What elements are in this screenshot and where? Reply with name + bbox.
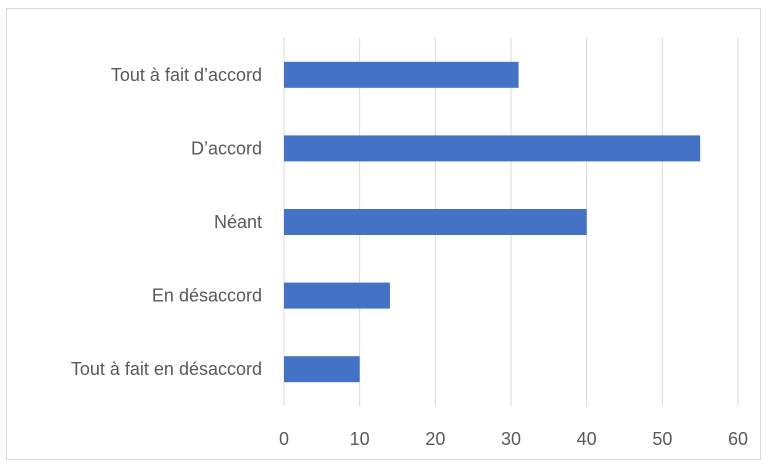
category-labels: Tout à fait d’accord D’accord Néant En désa… (71, 65, 262, 379)
x-tick-label: 0 (279, 429, 289, 449)
x-tick-label: 10 (350, 429, 370, 449)
x-tick-label: 60 (728, 429, 748, 449)
x-tick-label: 30 (501, 429, 521, 449)
x-axis-tick-labels: 0 10 20 30 40 50 60 (279, 429, 748, 449)
bar (284, 356, 360, 382)
category-label: Néant (214, 212, 262, 232)
bar (284, 283, 390, 309)
x-tick-label: 40 (577, 429, 597, 449)
x-tick-label: 20 (425, 429, 445, 449)
bars (284, 62, 700, 382)
x-tick-label: 50 (652, 429, 672, 449)
bar (284, 62, 519, 88)
bar (284, 135, 700, 161)
category-label: En désaccord (152, 286, 262, 306)
category-label: Tout à fait d’accord (111, 65, 262, 85)
category-label: Tout à fait en désaccord (71, 359, 262, 379)
bar (284, 209, 587, 235)
category-label: D’accord (191, 138, 262, 158)
